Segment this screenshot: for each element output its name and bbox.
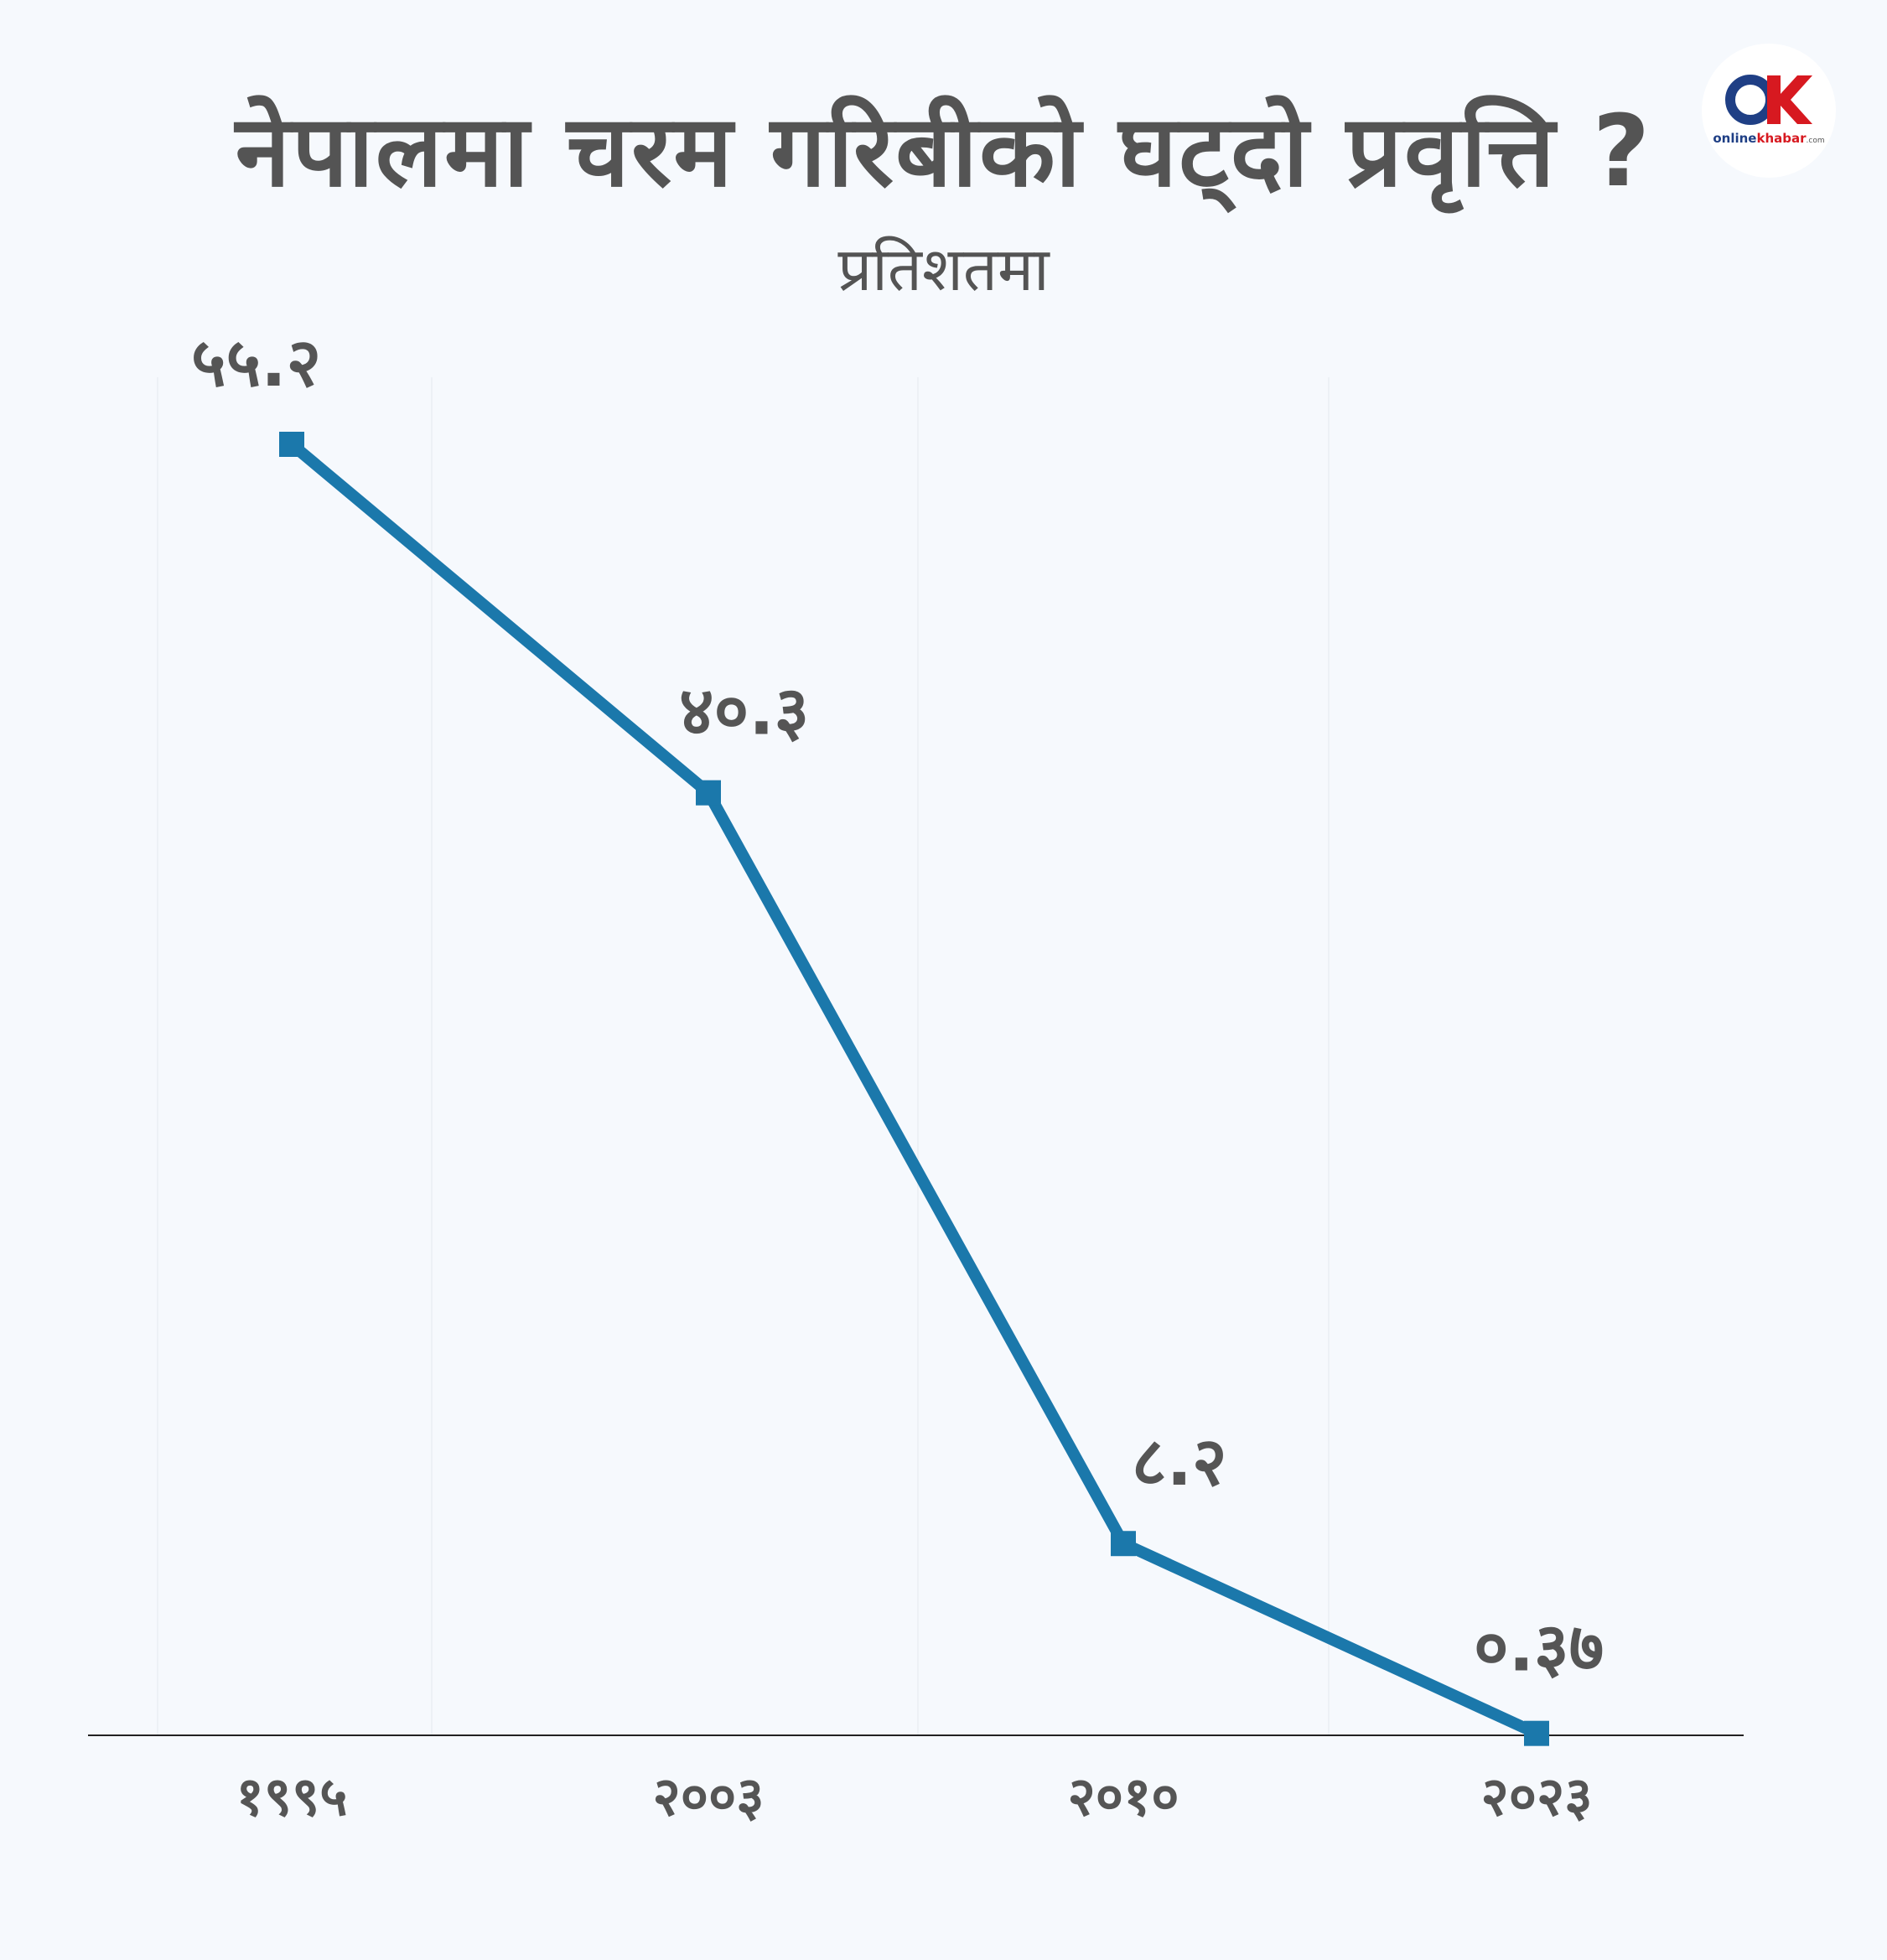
- chart-subtitle: प्रतिशतमा: [837, 234, 1050, 304]
- data-label: ०.३७: [1474, 1609, 1604, 1687]
- logo-wordmark: onlinekhabar.com: [1713, 131, 1825, 146]
- x-tick-label: १९९५: [236, 1766, 347, 1828]
- x-tick-label: २०२३: [1480, 1766, 1592, 1828]
- x-tick-label: २०१०: [1067, 1766, 1179, 1828]
- data-label: ५५.२: [191, 324, 321, 402]
- ok-logo-icon: [1725, 75, 1812, 125]
- x-tick-labels: १९९५ २००३ २०१० २०२३: [236, 1766, 1592, 1828]
- data-point-marker: [279, 432, 304, 457]
- data-point-marker: [1524, 1720, 1549, 1746]
- data-labels: ५५.२ ४०.३ ८.२ ०.३७: [191, 324, 1604, 1687]
- data-markers: [279, 432, 1549, 1746]
- x-tick-label: २००३: [652, 1766, 764, 1828]
- chart-title: नेपालमा चरम गरिबीको घट्दो प्रवृत्ति ?: [235, 93, 1652, 209]
- data-point-marker: [696, 780, 721, 806]
- data-point-marker: [1111, 1531, 1136, 1557]
- data-label: ४०.३: [679, 672, 809, 750]
- onlinekhabar-logo: onlinekhabar.com: [1702, 44, 1836, 178]
- series-line: [288, 439, 1539, 1740]
- vertical-guides: [157, 377, 1330, 1735]
- data-label: ८.२: [1132, 1423, 1227, 1501]
